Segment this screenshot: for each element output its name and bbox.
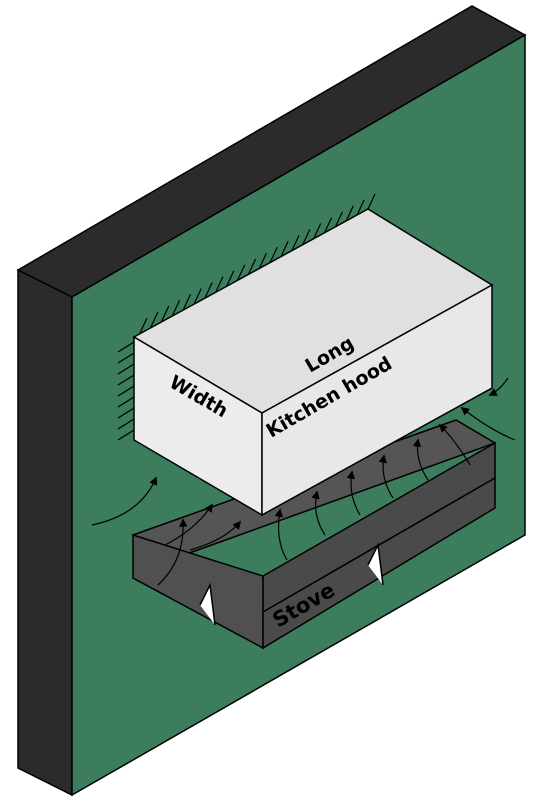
hatch-mark: [356, 199, 365, 216]
hatch-mark: [226, 270, 235, 287]
airflow-arrow-icon: [157, 518, 188, 586]
hatch-mark: [345, 205, 354, 222]
kitchen-hood: Long Width Kitchen hood: [132, 208, 494, 517]
airflow-arrow-icon: [274, 508, 288, 561]
stove-notch-2: [367, 542, 384, 586]
airflow-arrow-icon: [189, 520, 242, 551]
hatch-mark: [334, 211, 343, 227]
stove-notch-1: [199, 582, 216, 626]
airflow-arrow-icon: [412, 438, 429, 481]
hatch-mark: [237, 264, 246, 281]
hatch-mark: [258, 252, 267, 269]
hatch-mark: [291, 235, 300, 251]
airflow-arrow-icon: [488, 377, 509, 396]
hatch-mark: [150, 311, 159, 328]
hatch-mark: [182, 294, 191, 310]
hatch-mark: [280, 240, 289, 257]
hatch-mark: [117, 418, 135, 430]
hatch-mark: [215, 276, 224, 292]
airflow-arrow-icon: [378, 454, 394, 499]
hatch-mark: [313, 223, 322, 239]
airflow-arrow-icon: [91, 476, 158, 526]
hatch-mark: [139, 317, 148, 334]
hatch-mark: [117, 407, 135, 419]
wall-hatch-marks: [117, 193, 376, 441]
hatch-mark: [161, 305, 170, 322]
hatch-mark: [117, 363, 135, 375]
hood-front-face: [261, 283, 493, 517]
hatch-mark: [204, 282, 213, 298]
hatch-mark: [117, 429, 135, 441]
airflow-arrow-icon: [460, 406, 516, 441]
hatch-mark: [172, 300, 181, 316]
hatch-mark: [117, 385, 135, 397]
airflow-arrow-icon: [164, 503, 213, 546]
airflow-arrow-icon: [438, 423, 471, 466]
hatch-mark: [324, 217, 333, 233]
hatch-mark: [193, 288, 202, 304]
airflow-arrows: [91, 377, 516, 586]
hatch-mark: [117, 396, 135, 408]
hatch-mark: [302, 229, 311, 245]
hatch-mark: [117, 352, 135, 364]
hatch-mark: [117, 341, 135, 353]
hatch-mark: [117, 374, 135, 386]
wall-side-face: [17, 268, 73, 797]
hatch-mark: [367, 193, 376, 210]
airflow-arrow-icon: [346, 470, 361, 516]
hatch-mark: [269, 246, 278, 263]
hatch-mark: [248, 258, 257, 275]
airflow-arrow-icon: [311, 490, 326, 536]
